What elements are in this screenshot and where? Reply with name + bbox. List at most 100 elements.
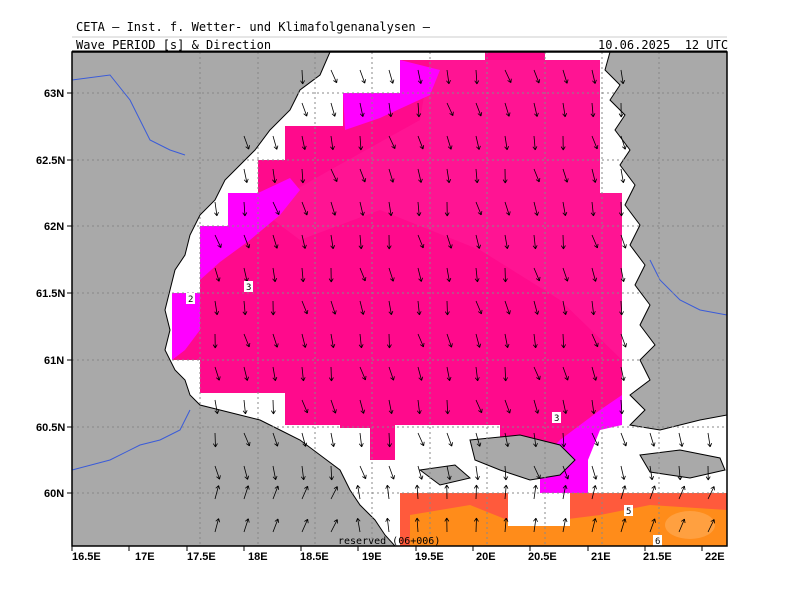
wave-direction-arrow-icon [562, 201, 568, 217]
wave-direction-arrow-icon [446, 234, 453, 249]
wave-direction-arrow-icon [620, 485, 627, 500]
wave-direction-arrow-icon [212, 432, 218, 448]
wave-direction-arrow-icon [417, 135, 425, 150]
period-field-band [260, 60, 622, 360]
period-field-short-top [343, 60, 440, 130]
wave-direction-arrow-icon [416, 102, 422, 118]
wave-direction-arrow-icon [649, 432, 656, 447]
wave-direction-arrow-icon [620, 168, 626, 184]
wave-direction-arrow-icon [388, 366, 395, 381]
wave-direction-arrow-icon [591, 465, 598, 480]
wave-direction-arrow-icon [591, 234, 599, 249]
wave-direction-arrow-icon [562, 366, 569, 381]
wave-direction-arrow-icon [620, 518, 627, 533]
wave-direction-arrow-icon [473, 484, 479, 500]
wave-direction-arrow-icon [358, 432, 364, 448]
contour-label: 3 [246, 283, 251, 293]
wave-direction-arrow-icon [446, 69, 451, 85]
lat-label: 60.5N [36, 422, 65, 434]
wave-direction-arrow-icon [272, 201, 280, 216]
wave-direction-arrow-icon [214, 201, 219, 217]
wave-direction-arrow-icon [707, 519, 715, 533]
wave-direction-arrow-icon [330, 201, 337, 216]
wave-direction-arrow-icon [301, 300, 309, 315]
wave-direction-arrow-icon [243, 168, 249, 183]
wave-direction-arrow-icon [649, 518, 656, 533]
wave-direction-arrow-icon [328, 267, 334, 283]
wave-direction-arrow-icon [388, 267, 395, 282]
wave-direction-arrow-icon [620, 432, 628, 447]
wave-direction-arrow-icon [504, 432, 510, 447]
wave-direction-arrow-icon [300, 69, 305, 85]
wave-direction-arrow-icon [533, 300, 540, 315]
wave-direction-arrow-icon [358, 333, 364, 349]
wave-direction-arrow-icon [359, 201, 365, 216]
wave-direction-arrow-icon [504, 234, 510, 250]
border-finland-russia [649, 259, 727, 316]
wave-direction-arrow-icon [504, 69, 512, 84]
wave-direction-arrow-icon [300, 168, 306, 184]
wave-direction-arrow-icon [272, 432, 279, 447]
lat-labels: 63N 62.5N 62N 61.5N 61N 60.5N 60N [36, 88, 65, 500]
wave-direction-arrow-icon [417, 333, 425, 348]
wave-direction-arrow-icon [386, 333, 392, 349]
wave-direction-arrow-icon [359, 465, 367, 480]
wave-direction-arrow-icon [300, 366, 306, 382]
wave-direction-arrow-icon [532, 333, 538, 349]
wave-direction-arrow-icon [504, 399, 511, 414]
land-islands-se [639, 449, 726, 479]
wave-direction-arrow-icon [591, 333, 599, 348]
wave-direction-arrow-icon [330, 69, 338, 84]
wave-direction-arrow-icon [475, 102, 483, 117]
wave-direction-arrow-icon [533, 399, 540, 414]
contour-label: 2 [188, 295, 193, 305]
wave-direction-arrow-icon [414, 484, 420, 500]
wave-direction-arrow-icon [301, 432, 308, 447]
contour-label: 5 [626, 507, 631, 517]
wave-direction-arrow-icon [359, 267, 367, 282]
org-title: CETA — Inst. f. Wetter- und Klimafolgena… [76, 20, 431, 34]
wave-direction-arrow-icon [533, 102, 539, 117]
wave-direction-arrow-icon [214, 399, 220, 415]
lon-label: 17E [135, 551, 155, 563]
wave-direction-arrow-icon [214, 465, 221, 480]
wave-direction-arrow-icon [504, 300, 511, 315]
wave-direction-arrow-icon [504, 333, 510, 349]
wave-direction-arrow-icon [446, 168, 452, 184]
wave-direction-arrow-icon [591, 135, 599, 150]
wave-direction-arrow-icon [560, 135, 566, 151]
wave-direction-arrow-icon [385, 484, 391, 500]
wave-direction-arrow-icon [620, 69, 626, 85]
wave-direction-arrow-icon [330, 135, 335, 151]
wave-direction-arrow-icon [214, 234, 222, 249]
period-field-short-sw [172, 293, 200, 360]
wave-direction-arrow-icon [214, 485, 221, 500]
wave-direction-arrow-icon [562, 102, 568, 118]
wave-direction-arrow-icon [330, 519, 339, 533]
wave-direction-arrow-icon [359, 399, 366, 414]
wave-direction-arrow-icon [242, 300, 248, 316]
wave-direction-arrow-icon [270, 300, 276, 316]
wave-direction-arrow-icon [503, 465, 509, 481]
wave-direction-arrow-icon [446, 432, 453, 447]
wave-direction-arrow-icon [474, 267, 480, 283]
wave-direction-arrow-icon [329, 465, 334, 481]
wave-direction-arrow-icon [707, 432, 713, 448]
axis-ticks [67, 92, 703, 551]
wave-direction-arrow-icon [591, 69, 597, 84]
wave-direction-arrow-icon [214, 300, 220, 316]
wave-direction-arrow-icon [301, 135, 307, 150]
land-finland [604, 52, 727, 431]
wave-direction-arrow-icon [300, 465, 306, 481]
wave-direction-arrow-icon [446, 135, 453, 150]
wave-direction-arrow-icon [417, 366, 424, 381]
wave-direction-arrow-icon [475, 432, 482, 447]
wave-direction-arrow-icon [301, 399, 309, 414]
wave-direction-arrow-icon [388, 102, 393, 118]
wave-direction-arrow-icon [503, 484, 509, 500]
wave-direction-arrow-icon [272, 518, 280, 533]
contour-labels: 2 3 3 5 6 [186, 281, 662, 546]
wave-direction-arrow-icon [301, 518, 309, 533]
wave-direction-arrow-icon [330, 399, 337, 414]
wave-direction-arrow-icon [416, 399, 422, 415]
